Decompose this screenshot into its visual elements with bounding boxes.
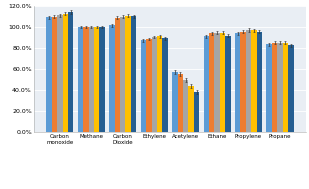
Bar [57, 15, 63, 132]
Bar [214, 33, 220, 132]
Bar [172, 72, 178, 132]
Bar [162, 38, 168, 132]
Bar [120, 17, 125, 132]
Bar [240, 32, 246, 132]
Bar [225, 36, 231, 132]
Bar [204, 36, 209, 132]
Bar [183, 80, 188, 132]
Bar [194, 92, 199, 132]
Bar [78, 27, 83, 132]
Bar [178, 74, 183, 132]
Bar [220, 33, 225, 132]
Bar [251, 30, 257, 132]
Bar [125, 16, 131, 132]
Bar [68, 12, 74, 132]
Bar [83, 27, 89, 132]
Bar [46, 17, 52, 132]
Bar [272, 43, 277, 132]
Bar [266, 44, 272, 132]
Bar [109, 25, 115, 132]
Bar [52, 17, 57, 132]
Bar [209, 33, 214, 132]
Bar [157, 36, 162, 132]
Bar [99, 27, 105, 132]
Bar [141, 40, 146, 132]
Bar [151, 37, 157, 132]
Bar [188, 86, 194, 132]
Bar [257, 32, 262, 132]
Bar [283, 43, 288, 132]
Bar [288, 45, 294, 132]
Bar [94, 27, 99, 132]
Bar [246, 30, 251, 132]
Bar [146, 39, 151, 132]
Bar [115, 18, 120, 132]
Bar [63, 14, 68, 132]
Bar [277, 43, 283, 132]
Bar [235, 33, 240, 132]
Bar [89, 27, 94, 132]
Bar [131, 16, 136, 132]
